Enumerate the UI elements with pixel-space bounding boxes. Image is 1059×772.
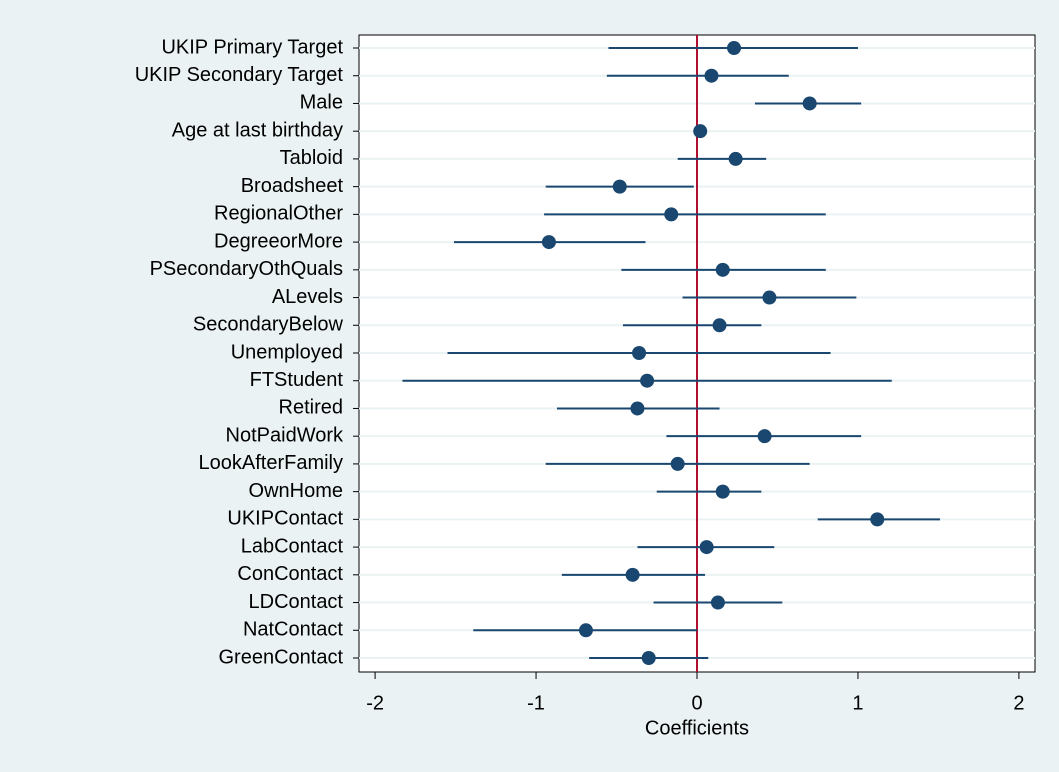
point-estimate bbox=[727, 41, 742, 55]
point-estimate bbox=[640, 373, 655, 388]
y-tick-label: ALevels bbox=[272, 286, 343, 308]
point-estimate bbox=[693, 124, 708, 139]
point-estimate bbox=[870, 512, 885, 527]
point-estimate bbox=[712, 318, 727, 333]
y-tick-label: OwnHome bbox=[249, 480, 343, 502]
point-estimate bbox=[632, 346, 647, 360]
x-tick-label: -1 bbox=[527, 692, 545, 714]
point-estimate bbox=[715, 484, 730, 499]
x-tick-label: 0 bbox=[691, 692, 702, 714]
y-tick-label: LabContact bbox=[241, 535, 344, 557]
y-tick-label: Broadsheet bbox=[241, 175, 344, 197]
y-tick-label: NatContact bbox=[243, 619, 343, 641]
x-tick-label: 2 bbox=[1013, 692, 1024, 714]
point-estimate bbox=[728, 151, 743, 166]
point-estimate bbox=[612, 179, 627, 194]
y-tick-label: RegionalOther bbox=[214, 203, 343, 225]
y-tick-label: NotPaidWork bbox=[226, 424, 344, 446]
y-tick-label: ConContact bbox=[237, 563, 343, 585]
y-tick-label: Age at last birthday bbox=[172, 119, 343, 141]
y-tick-label: Male bbox=[300, 92, 343, 114]
point-estimate bbox=[704, 68, 719, 83]
point-estimate bbox=[715, 262, 730, 277]
point-estimate bbox=[630, 401, 645, 416]
y-tick-label: LDContact bbox=[249, 591, 344, 613]
point-estimate bbox=[578, 623, 593, 638]
point-estimate bbox=[664, 207, 679, 222]
y-tick-label: GreenContact bbox=[218, 646, 343, 668]
point-estimate bbox=[670, 456, 685, 471]
point-estimate bbox=[641, 651, 656, 665]
y-tick-label: UKIP Primary Target bbox=[161, 36, 343, 58]
x-axis-title: Coefficients bbox=[645, 717, 749, 739]
y-tick-label: UKIP Secondary Target bbox=[135, 64, 344, 86]
point-estimate bbox=[762, 290, 777, 305]
y-tick-label: Tabloid bbox=[280, 147, 343, 169]
y-tick-label: LookAfterFamily bbox=[199, 452, 344, 474]
y-tick-label: SecondaryBelow bbox=[193, 314, 344, 336]
point-estimate bbox=[757, 429, 772, 444]
y-tick-label: DegreeorMore bbox=[214, 230, 343, 252]
y-tick-label: FTStudent bbox=[250, 369, 344, 391]
x-tick-label: 1 bbox=[852, 692, 863, 714]
point-estimate bbox=[699, 540, 714, 555]
y-tick-label: Unemployed bbox=[231, 341, 343, 363]
y-tick-label: UKIPContact bbox=[227, 508, 343, 530]
point-estimate bbox=[802, 96, 817, 111]
y-tick-label: PSecondaryOthQuals bbox=[150, 258, 343, 280]
y-tick-label: Retired bbox=[279, 397, 343, 419]
point-estimate bbox=[710, 595, 725, 610]
point-estimate bbox=[625, 567, 640, 582]
x-tick-label: -2 bbox=[366, 692, 384, 714]
point-estimate bbox=[541, 235, 556, 250]
